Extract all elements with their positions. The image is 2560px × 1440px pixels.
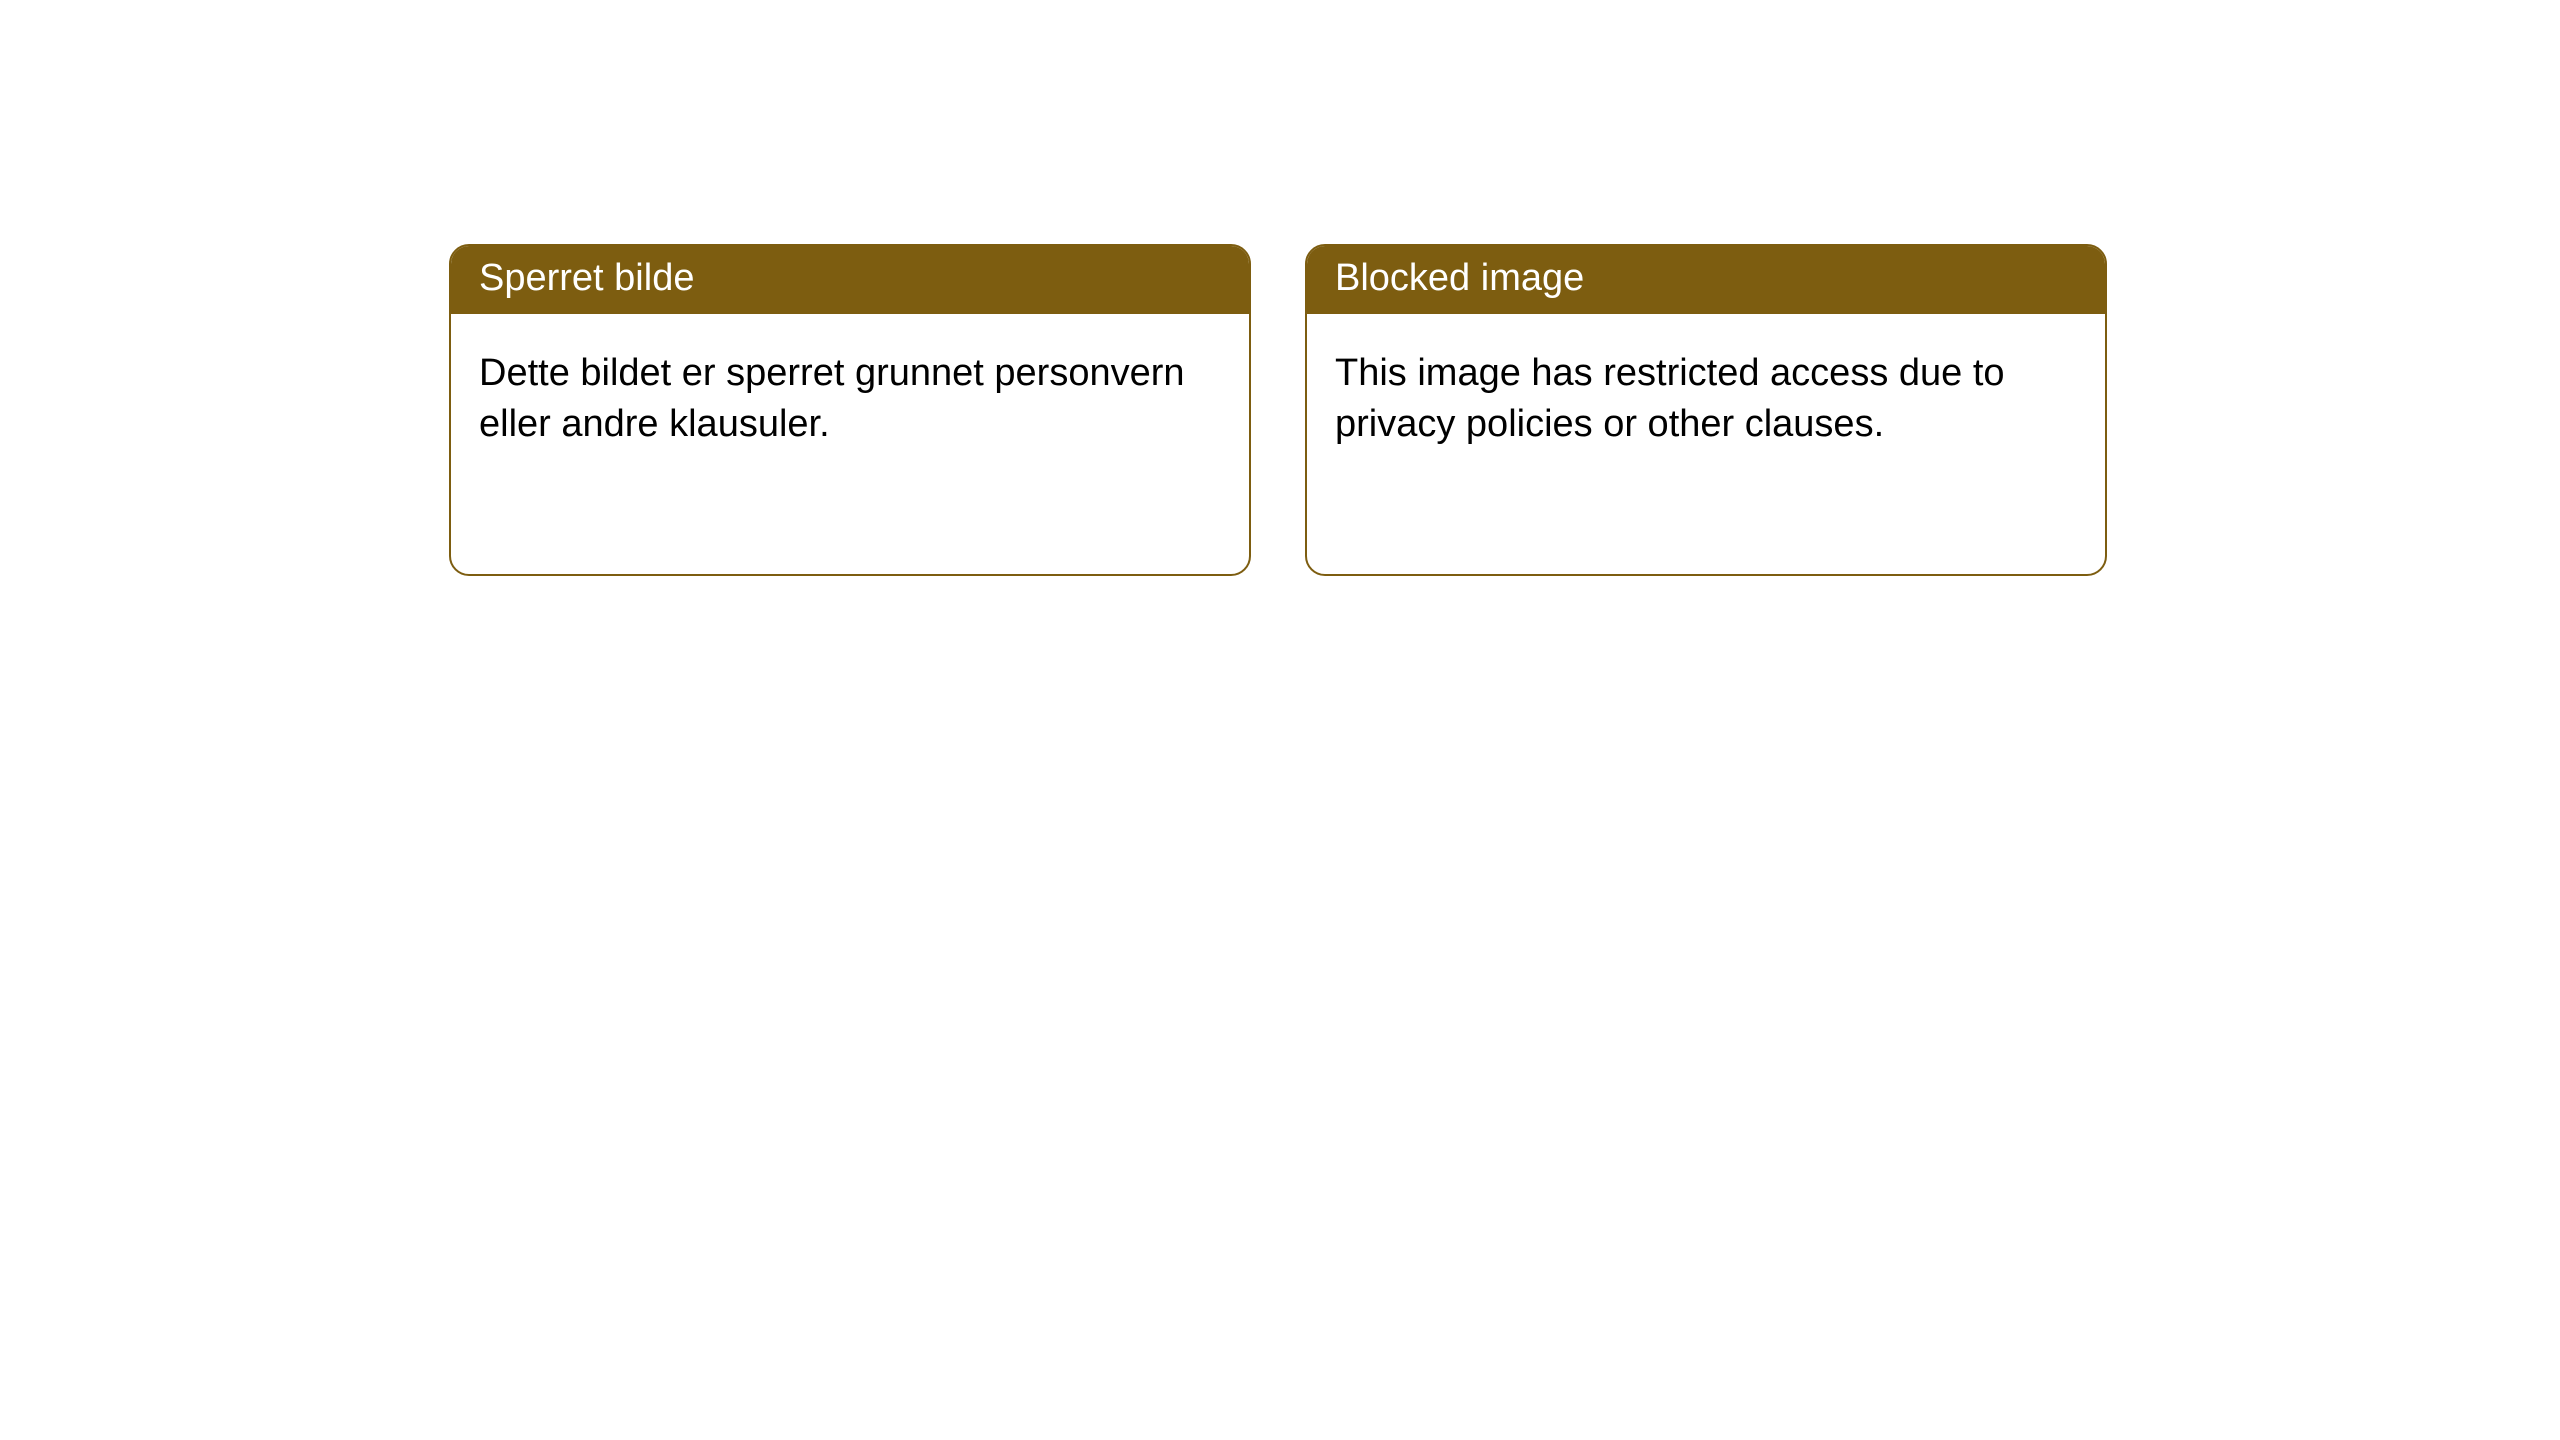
blocked-image-panel-english: Blocked image This image has restricted …	[1305, 244, 2107, 576]
panel-title: Sperret bilde	[479, 257, 694, 299]
panel-body-text: This image has restricted access due to …	[1335, 352, 2005, 445]
notice-container: Sperret bilde Dette bildet er sperret gr…	[0, 0, 2560, 576]
panel-header: Blocked image	[1307, 246, 2105, 314]
panel-header: Sperret bilde	[451, 246, 1249, 314]
panel-body: Dette bildet er sperret grunnet personve…	[451, 314, 1249, 485]
blocked-image-panel-norwegian: Sperret bilde Dette bildet er sperret gr…	[449, 244, 1251, 576]
panel-title: Blocked image	[1335, 257, 1584, 299]
panel-body: This image has restricted access due to …	[1307, 314, 2105, 485]
panel-body-text: Dette bildet er sperret grunnet personve…	[479, 352, 1185, 445]
